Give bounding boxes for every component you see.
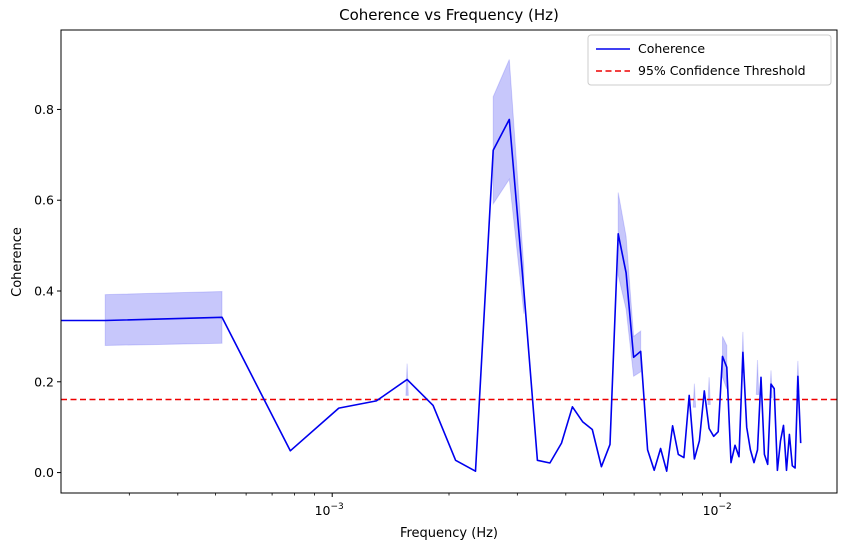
confidence-band-segment	[617, 192, 642, 378]
y-axis-ticks: 0.0 0.2 0.4 0.6 0.8	[34, 102, 61, 480]
y-tick-label: 0.8	[34, 102, 54, 117]
coherence-line-layer	[60, 118, 802, 472]
x-axis-ticks: 10−3 10−2	[315, 493, 732, 518]
x-axis-label: Frequency (Hz)	[400, 526, 498, 541]
x-tick-label: 10−2	[703, 502, 732, 518]
legend-label-threshold: 95% Confidence Threshold	[638, 63, 806, 78]
plot-frame	[60, 29, 838, 494]
legend-box	[587, 34, 832, 86]
y-tick-label: 0.6	[34, 193, 54, 208]
y-axis-label: Coherence	[10, 227, 25, 297]
y-tick-label: 0.0	[34, 465, 54, 480]
y-tick-label: 0.2	[34, 374, 54, 389]
legend: Coherence 95% Confidence Threshold	[587, 34, 832, 86]
legend-label-coherence: Coherence	[638, 41, 705, 56]
y-tick-label: 0.4	[34, 284, 54, 299]
confidence-band-segment	[692, 383, 697, 408]
confidence-band-layer	[104, 59, 800, 408]
confidence-band-segment	[492, 59, 525, 314]
confidence-band-segment	[707, 377, 711, 405]
confidence-band-segment	[755, 359, 760, 395]
x-axis-minor-ticks	[128, 493, 703, 496]
x-tick-label: 10−3	[315, 502, 344, 518]
chart-title: Coherence vs Frequency (Hz)	[339, 6, 559, 24]
